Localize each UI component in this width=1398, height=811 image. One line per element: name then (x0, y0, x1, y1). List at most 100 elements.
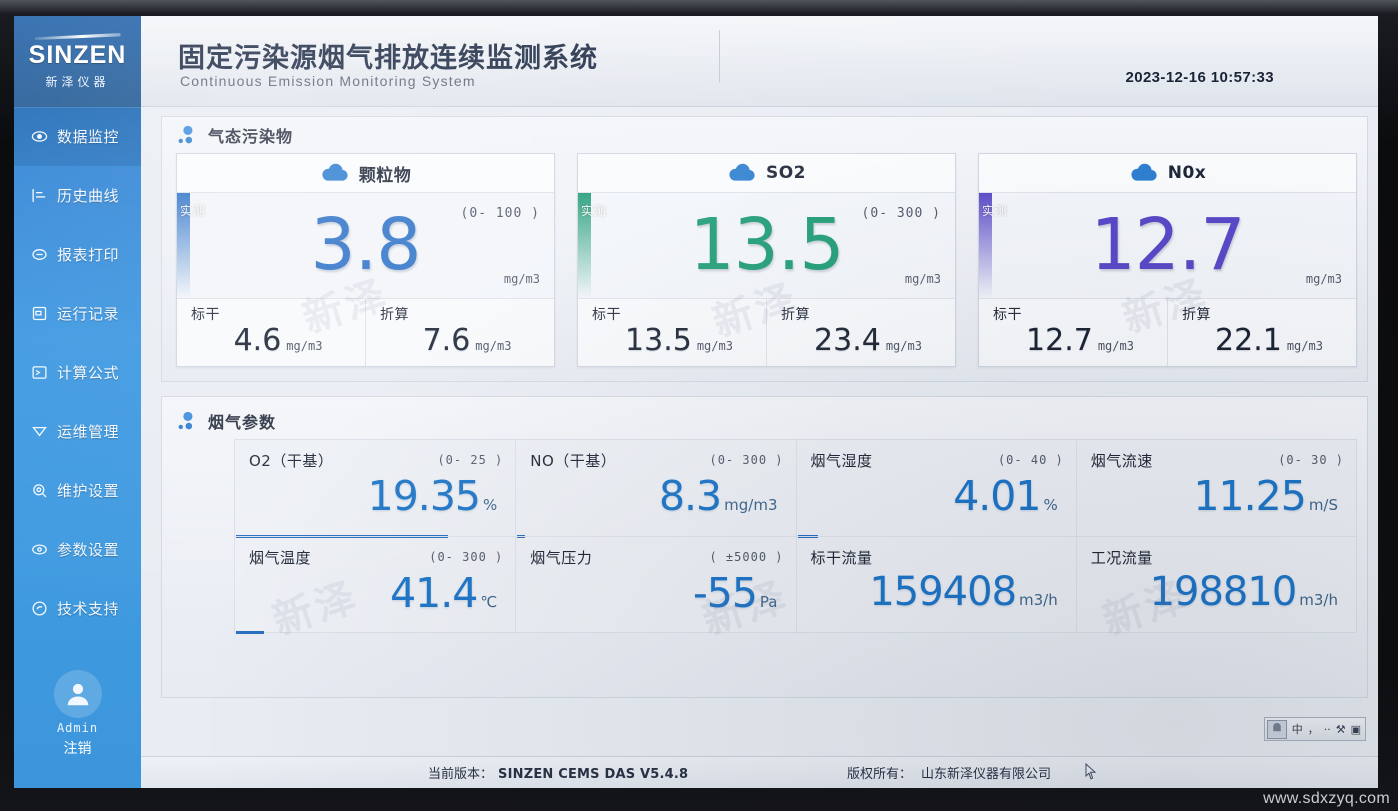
version-label: 当前版本： (428, 767, 494, 782)
card-range: (0- 300 ) (861, 206, 941, 221)
gas-unit: m3/h (1019, 591, 1058, 609)
screen: SINZEN 新泽仪器 数据监控 历史曲线 (14, 16, 1378, 788)
gas-cell-pressure[interactable]: 烟气压力 ( ±5000 ) -55 Pa (515, 536, 796, 632)
sidebar-item-history-curve[interactable]: 历史曲线 (14, 166, 141, 225)
copyright-info: 版权所有： 山东新泽仪器有限公司 (847, 763, 1051, 782)
card-unit: mg/m3 (904, 272, 941, 286)
gas-cell-velocity[interactable]: 烟气流速 (0- 30 ) 11.25 m/S (1075, 440, 1356, 536)
gas-range: (0- 300 ) (429, 550, 504, 564)
page-subtitle: Continuous Emission Monitoring System (180, 73, 476, 89)
gas-section: 烟气参数 O2（干基） (0- 25 ) 19.35 % NO（干基） (161, 396, 1368, 698)
measured-label: 实测 (982, 204, 1009, 218)
logo-subtitle: 新泽仪器 (45, 75, 110, 89)
ime-comma-icon[interactable]: ， (1307, 723, 1319, 736)
sidebar-item-ops-management[interactable]: 运维管理 (14, 402, 141, 461)
measured-bar (979, 193, 992, 298)
card-footer-cell: 标干 13.5 mg/m3 (578, 299, 766, 366)
sidebar-item-run-record[interactable]: 运行记录 (14, 284, 141, 343)
footer-unit: mg/m3 (696, 339, 733, 353)
page-title: 固定污染源烟气排放连续监测系统 (178, 43, 598, 74)
card-footer: 标干 4.6 mg/m3 折算 7.6 mg/m3 (177, 298, 554, 366)
measured-label: 实测 (180, 204, 207, 218)
pollutant-card-particulate[interactable]: 颗粒物 实测 (0- 100 ) 3.8 mg/m3 标干 (176, 153, 555, 367)
gas-value: 198810 (1149, 569, 1298, 615)
card-footer: 标干 12.7 mg/m3 折算 22.1 mg/m3 (979, 298, 1356, 366)
sidebar-item-parameter-setting[interactable]: 参数设置 (14, 520, 141, 579)
footer-label: 折算 (781, 307, 810, 323)
support-icon (31, 600, 48, 617)
printer-icon (31, 246, 48, 263)
gas-cell-temperature[interactable]: 烟气温度 (0- 300 ) 41.4 ℃ (235, 536, 516, 634)
card-unit: mg/m3 (1305, 272, 1342, 286)
ime-tools-icon[interactable]: ⚒ (1335, 722, 1346, 736)
card-value: 12.7 (1090, 203, 1245, 286)
sidebar-item-data-monitor[interactable]: 数据监控 (14, 107, 141, 166)
gas-label: 工况流量 (1090, 549, 1153, 567)
datetime-display: 2023-12-16 10:57:33 (1125, 69, 1274, 86)
gas-value: 41.4 (390, 569, 478, 617)
footer-unit: mg/m3 (1097, 339, 1134, 353)
card-value: 13.5 (689, 203, 844, 286)
gas-parameter-grid: O2（干基） (0- 25 ) 19.35 % NO（干基） (0- 300 )… (234, 439, 1357, 634)
logo-text: SINZEN (28, 41, 127, 69)
card-footer-cell: 标干 12.7 mg/m3 (979, 299, 1167, 366)
card-footer-cell: 标干 4.6 mg/m3 (177, 299, 365, 366)
header-divider (719, 30, 720, 82)
ime-dots-icon[interactable]: ·· (1323, 722, 1331, 736)
gas-unit: % (1043, 496, 1058, 514)
sidebar-item-label: 报表打印 (57, 246, 120, 264)
pollutant-card-so2[interactable]: SO2 实测 (0- 300 ) 13.5 mg/m3 标干 (577, 153, 956, 367)
ime-logo-icon[interactable] (1266, 719, 1287, 739)
gas-cell-humidity[interactable]: 烟气湿度 (0- 40 ) 4.01 % (795, 440, 1076, 538)
gas-cell-o2[interactable]: O2（干基） (0- 25 ) 19.35 % (235, 440, 515, 538)
footer-label: 折算 (1182, 307, 1211, 323)
sidebar-item-tech-support[interactable]: 技术支持 (14, 579, 141, 638)
ime-keyboard-icon[interactable]: ▣ (1350, 722, 1361, 736)
gas-range: (0- 25 ) (437, 453, 504, 467)
ime-toolbar[interactable]: 中 ， ·· ⚒ ▣ (1263, 717, 1366, 741)
footer-unit: mg/m3 (475, 339, 512, 353)
pollutant-section: 气态污染物 颗粒物 (161, 116, 1368, 382)
logo-swoosh-icon (34, 33, 121, 40)
measured-bar (177, 193, 190, 298)
copyright-value: 山东新泽仪器有限公司 (921, 767, 1052, 782)
footer-value: 4.6 (233, 323, 282, 358)
gas-cell-no[interactable]: NO（干基） (0- 300 ) 8.3 mg/m3 (515, 440, 795, 538)
wrench-gear-icon (31, 482, 48, 499)
gas-range: (0- 40 ) (997, 453, 1064, 467)
footer-unit: mg/m3 (1286, 339, 1323, 353)
copyright-label: 版权所有： (847, 767, 913, 782)
sidebar-item-maintenance-setting[interactable]: 维护设置 (14, 461, 141, 520)
gas-label: 烟气温度 (249, 549, 312, 567)
gas-value: 11.25 (1193, 472, 1306, 520)
dots-cluster-icon (176, 410, 198, 432)
card-body: 实测 (0- 300 ) 13.5 mg/m3 (578, 193, 955, 298)
sidebar-item-report-print[interactable]: 报表打印 (14, 225, 141, 284)
brand-logo: SINZEN 新泽仪器 (14, 16, 141, 107)
gas-unit: ℃ (480, 593, 498, 611)
gas-cell-standard-flow[interactable]: 标干流量 159408 m3/h (795, 536, 1076, 632)
status-bar: 当前版本： SINZEN CEMS DAS V5.4.8 版权所有： 山东新泽仪… (141, 756, 1378, 788)
footer-value: 7.6 (422, 323, 471, 358)
card-title: SO2 (765, 163, 807, 183)
version-info: 当前版本： SINZEN CEMS DAS V5.4.8 (428, 763, 688, 782)
sidebar: SINZEN 新泽仪器 数据监控 历史曲线 (14, 16, 141, 788)
sidebar-item-label: 参数设置 (57, 541, 120, 559)
logout-button[interactable]: 注销 (63, 741, 92, 757)
gas-unit: Pa (759, 593, 778, 611)
pollutant-card-nox[interactable]: N0x 实测 12.7 mg/m3 标干 (978, 153, 1357, 367)
card-title: N0x (1167, 163, 1207, 183)
gas-range: ( ±5000 ) (709, 550, 784, 564)
sidebar-item-formula[interactable]: 计算公式 (14, 343, 141, 402)
gas-cell-working-flow[interactable]: 工况流量 198810 m3/h (1075, 536, 1356, 632)
user-block[interactable]: Admin 注销 (14, 670, 141, 758)
card-footer-cell: 折算 22.1 mg/m3 (1167, 299, 1356, 366)
footer-unit: mg/m3 (885, 339, 922, 353)
footer-label: 标干 (993, 307, 1022, 323)
ime-mode-button[interactable]: 中 (1291, 723, 1303, 736)
page-header: 固定污染源烟气排放连续监测系统 Continuous Emission Moni… (141, 16, 1378, 107)
sidebar-item-label: 维护设置 (57, 482, 120, 500)
avatar (53, 670, 102, 718)
gas-value: -55 (692, 569, 758, 617)
user-name: Admin (56, 721, 99, 735)
